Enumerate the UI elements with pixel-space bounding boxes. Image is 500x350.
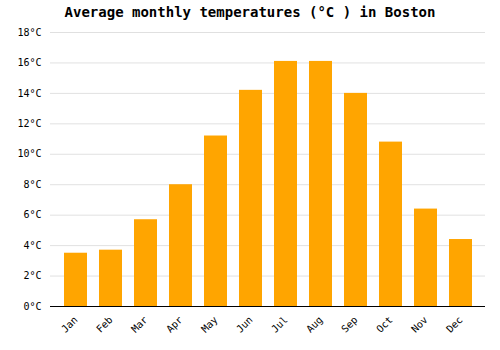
- svg-text:18°C: 18°C: [17, 27, 41, 38]
- svg-text:6°C: 6°C: [23, 209, 41, 220]
- svg-text:8°C: 8°C: [23, 179, 41, 190]
- svg-text:Jul: Jul: [269, 314, 290, 335]
- svg-text:12°C: 12°C: [17, 118, 41, 129]
- svg-text:0°C: 0°C: [23, 301, 41, 312]
- svg-text:Nov: Nov: [409, 314, 430, 335]
- svg-text:Mar: Mar: [129, 314, 150, 335]
- svg-text:Oct: Oct: [374, 314, 395, 335]
- svg-text:4°C: 4°C: [23, 240, 41, 251]
- svg-text:Jun: Jun: [234, 314, 255, 335]
- svg-text:Apr: Apr: [164, 314, 185, 335]
- svg-text:10°C: 10°C: [17, 148, 41, 159]
- svg-text:Aug: Aug: [304, 314, 325, 335]
- svg-text:Sep: Sep: [339, 314, 360, 335]
- svg-text:Jan: Jan: [59, 314, 80, 335]
- svg-text:May: May: [199, 314, 220, 335]
- svg-text:Dec: Dec: [444, 314, 465, 335]
- svg-text:16°C: 16°C: [17, 57, 41, 68]
- html-text:Average monthly temperatures (: Average monthly temperatures (°C ) in Bo…: [64, 4, 436, 20]
- svg-text:Feb: Feb: [94, 314, 115, 335]
- svg-text:2°C: 2°C: [23, 270, 41, 281]
- svg-text:14°C: 14°C: [17, 88, 41, 99]
